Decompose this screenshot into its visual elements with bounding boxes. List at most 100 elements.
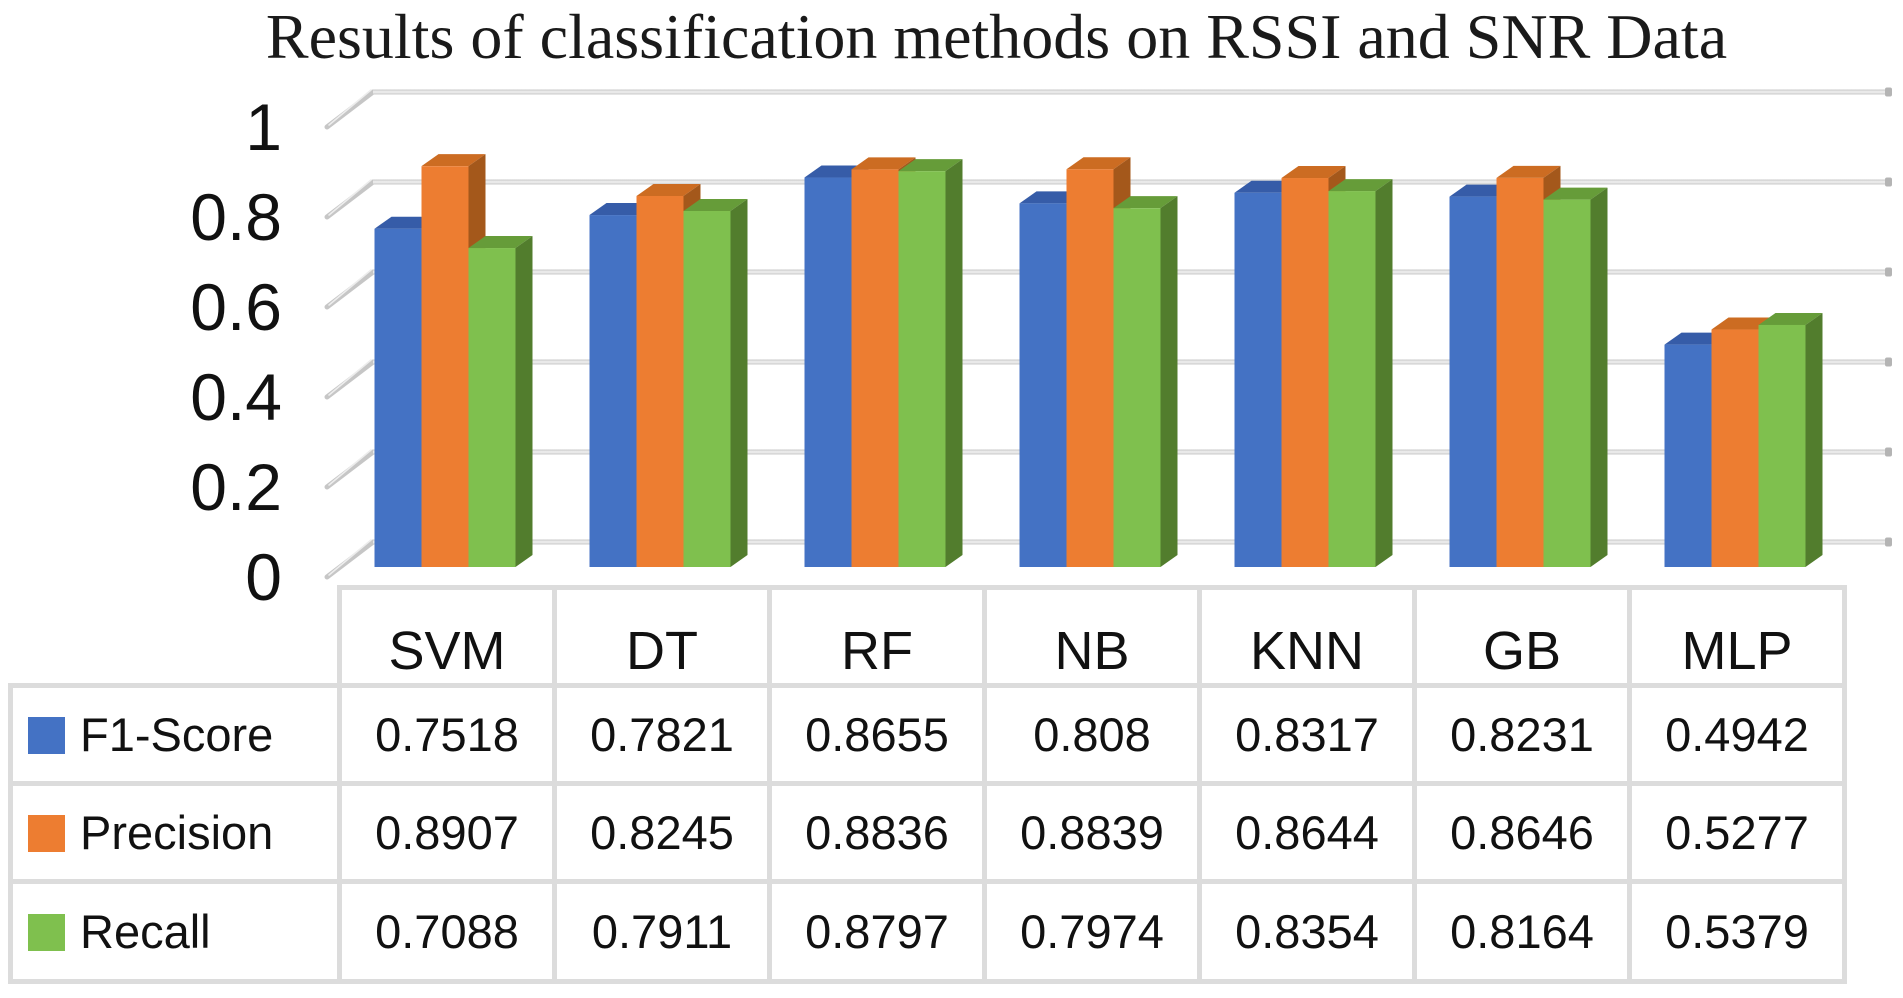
bar-front-face — [1113, 208, 1161, 568]
chart-title: Results of classification methods on RSS… — [265, 1, 1728, 72]
bar-front-face — [1449, 196, 1497, 568]
value-cell: 0.8245 — [552, 781, 772, 884]
value-cell: 0.8231 — [1412, 683, 1632, 786]
gridline-depth-tick-highlight — [328, 449, 372, 486]
legend-swatch-F1-Score — [28, 717, 65, 754]
legend-cell-F1-Score: F1-Score — [8, 683, 342, 786]
bar-front-face — [468, 248, 516, 568]
table-row-Recall: Recall 0.7088 0.7911 0.8797 0.7974 0.8354 0.81… — [8, 879, 1847, 984]
bar-Recall-GB — [1543, 187, 1608, 567]
gridline-end-cap — [1885, 447, 1892, 457]
bar-front-face — [898, 171, 946, 567]
bar-Recall-SVM — [468, 236, 533, 568]
gridline-end-cap — [1885, 267, 1892, 277]
bar-front-face — [683, 211, 731, 567]
value-cell: 0.7821 — [552, 683, 772, 786]
value-cell: 0.8797 — [767, 879, 987, 984]
gridline-depth-tick-highlight — [328, 539, 372, 576]
bar-front-face — [1066, 169, 1114, 567]
legend-swatch-Precision — [28, 815, 65, 852]
bar-top-face — [683, 199, 748, 212]
bar-top-face — [468, 236, 533, 249]
y-axis-tick-label: 0.8 — [190, 180, 282, 254]
bar-front-face — [374, 228, 422, 567]
gridline — [373, 89, 1885, 95]
bar-front-face — [421, 166, 469, 567]
category-header-KNN: KNN — [1197, 585, 1417, 688]
bar-front-face — [1543, 199, 1591, 567]
corner-cell — [11, 588, 340, 686]
y-axis-tick-label: 0.4 — [190, 360, 282, 434]
bar-Recall-MLP — [1758, 312, 1823, 567]
value-cell: 0.8907 — [337, 781, 557, 884]
value-cell: 0.5277 — [1627, 781, 1847, 884]
category-header-SVM: SVM — [337, 585, 557, 688]
legend-cell-Precision: Precision — [8, 781, 342, 884]
bar-top-face — [1543, 187, 1608, 200]
category-header-row: SVM DT RF NB KNN GB MLP — [11, 585, 1847, 688]
gridline-depth-tick-highlight — [328, 359, 372, 396]
value-cell: 0.5379 — [1627, 879, 1847, 984]
table-row-Precision: Precision 0.8907 0.8245 0.8836 0.8839 0.8644 0… — [8, 781, 1847, 884]
category-header-RF: RF — [767, 585, 987, 688]
category-header-NB: NB — [982, 585, 1202, 688]
data-table: SVM DT RF NB KNN GB MLP F1-Score 0.7518 0.7821 0.8… — [8, 585, 1847, 984]
value-cell: 0.4942 — [1627, 683, 1847, 786]
bar-side-face — [945, 159, 963, 567]
legend-label: Recall — [80, 905, 211, 958]
bar-side-face — [515, 236, 533, 568]
bar-front-face — [636, 195, 684, 567]
value-cell: 0.8644 — [1197, 781, 1417, 884]
legend-cell-Recall: Recall — [8, 879, 342, 984]
bar-Recall-DT — [683, 199, 748, 567]
table-row-F1-Score: F1-Score 0.7518 0.7821 0.8655 0.808 0.8317 0.8… — [8, 683, 1847, 786]
bar-top-face — [421, 154, 486, 167]
bar-side-face — [730, 199, 748, 567]
bar-front-face — [1496, 177, 1544, 567]
category-header-MLP: MLP — [1627, 585, 1847, 688]
bar-front-face — [1328, 191, 1376, 567]
bar-chart-3d — [324, 87, 1892, 580]
bar-side-face — [1160, 196, 1178, 568]
bar-Recall-NB — [1113, 196, 1178, 568]
category-header-DT: DT — [552, 585, 772, 688]
bar-front-face — [1711, 329, 1759, 567]
bar-Recall-KNN — [1328, 179, 1393, 567]
value-cell: 0.808 — [982, 683, 1202, 786]
bar-front-face — [1281, 178, 1329, 567]
value-cell: 0.8354 — [1197, 879, 1417, 984]
legend-label: Precision — [80, 806, 274, 859]
bar-top-face — [1758, 312, 1823, 325]
gridline-end-cap — [1885, 357, 1892, 367]
bar-front-face — [1019, 203, 1067, 567]
category-header-GB: GB — [1412, 585, 1632, 688]
bar-Recall-RF — [898, 159, 963, 567]
value-cell: 0.8839 — [982, 781, 1202, 884]
value-cell: 0.8317 — [1197, 683, 1417, 786]
value-cell: 0.8646 — [1412, 781, 1632, 884]
y-axis-tick-label: 0.6 — [190, 270, 282, 344]
gridline-depth-tick-highlight — [328, 89, 372, 126]
gridline-end-cap — [1885, 177, 1892, 187]
value-cell: 0.7911 — [552, 879, 772, 984]
bar-front-face — [851, 169, 899, 567]
bar-front-face — [1664, 344, 1712, 567]
value-cell: 0.8836 — [767, 781, 987, 884]
bar-top-face — [1113, 196, 1178, 209]
gridline-depth-tick-highlight — [328, 269, 372, 306]
bar-top-face — [1328, 179, 1393, 192]
gridline-end-cap — [1885, 537, 1892, 547]
value-cell: 0.7974 — [982, 879, 1202, 984]
bar-top-face — [1281, 166, 1346, 179]
gridline-end-cap — [1885, 87, 1892, 97]
bar-front-face — [589, 215, 637, 567]
bar-top-face — [1066, 157, 1131, 170]
value-cell: 0.8655 — [767, 683, 987, 786]
value-cell: 0.8164 — [1412, 879, 1632, 984]
y-axis-tick-label: 0.2 — [190, 450, 282, 524]
bar-front-face — [804, 177, 852, 567]
bar-front-face — [1758, 324, 1806, 567]
bar-top-face — [898, 159, 963, 172]
legend-swatch-Recall — [28, 914, 65, 951]
